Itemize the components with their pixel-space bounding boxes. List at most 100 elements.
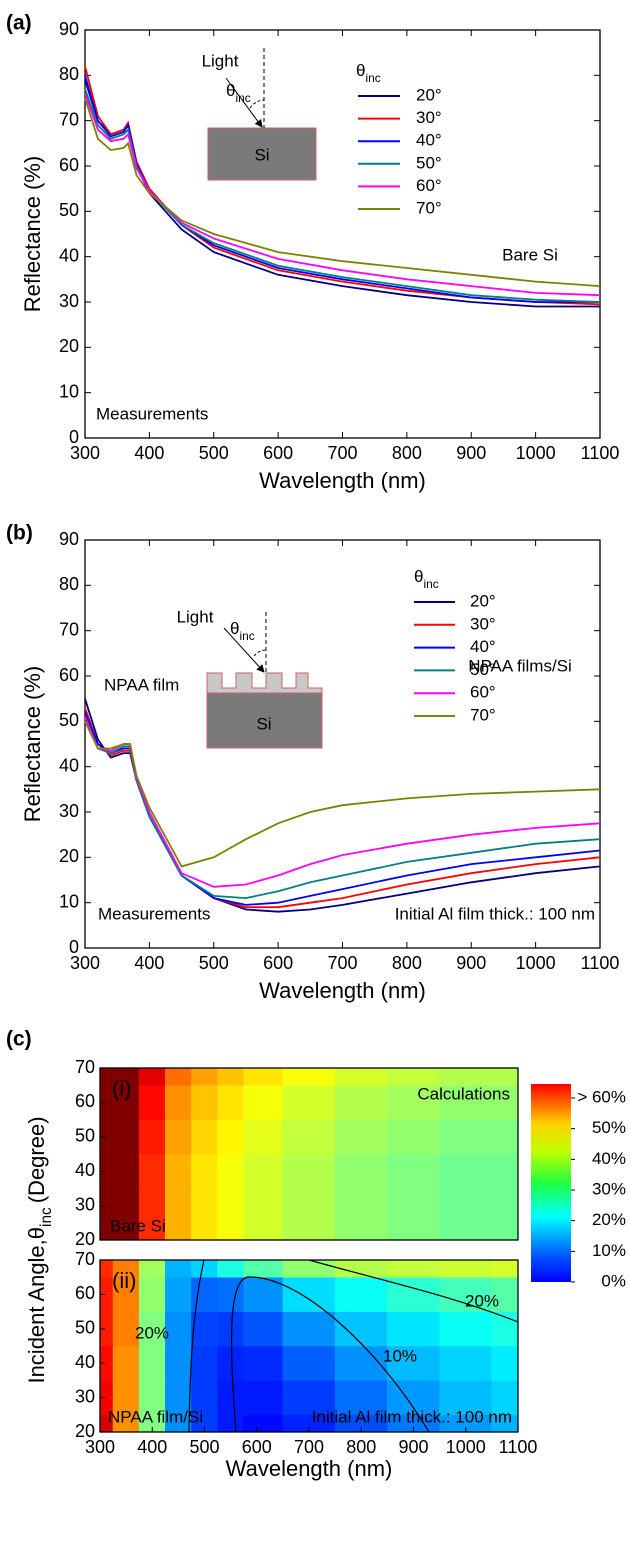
y-tick-label: 50 — [75, 1318, 95, 1338]
x-tick-label: 1100 — [581, 443, 620, 463]
colorbar-tick-label: 40% — [592, 1149, 626, 1168]
heat-cell — [243, 1311, 284, 1347]
series-line — [84, 716, 601, 888]
heat-cell — [243, 1345, 284, 1381]
inset-angle-part: θ — [230, 619, 239, 638]
x-tick-label: 1100 — [499, 1437, 538, 1457]
heat-cell — [165, 1067, 192, 1086]
y-axis-label-part: (Degree) — [24, 1116, 49, 1203]
x-tick-label: 800 — [392, 443, 422, 463]
x-tick-label: 900 — [456, 443, 486, 463]
inset-arc — [249, 99, 265, 109]
heat-cell — [387, 1153, 440, 1189]
heat-cell — [334, 1222, 388, 1241]
annotation: Light — [177, 607, 214, 626]
series-line — [84, 720, 601, 868]
heat-cell — [191, 1153, 218, 1189]
x-tick-label: 400 — [137, 1437, 167, 1457]
heat-cell — [217, 1188, 244, 1224]
heat-cell — [112, 1380, 140, 1416]
heat-cell — [439, 1119, 493, 1155]
x-tick-label: 800 — [392, 953, 422, 973]
annotation: Bare Si — [502, 245, 558, 264]
legend-title-part: inc — [423, 577, 438, 591]
y-tick-label: 90 — [59, 19, 79, 39]
series-line — [84, 93, 601, 297]
inset-ray — [223, 627, 265, 673]
x-tick-label: 900 — [456, 953, 486, 973]
heat-cell — [282, 1153, 336, 1189]
heat-cell — [112, 1345, 140, 1381]
legend-title-part: inc — [365, 71, 380, 85]
heat-cell — [491, 1345, 519, 1381]
heat-cell — [165, 1119, 192, 1155]
y-tick-label: 50 — [59, 710, 79, 730]
annotation: 20% — [135, 1323, 169, 1342]
y-tick-label: 20 — [59, 336, 79, 356]
heat-cell — [217, 1259, 244, 1278]
heat-cell — [282, 1259, 336, 1278]
x-axis-label: Wavelength (nm) — [226, 1456, 393, 1481]
heat-cell — [387, 1276, 440, 1312]
inset-si — [206, 692, 323, 749]
colorbar-tick-label: 20% — [592, 1210, 626, 1229]
heat-cell — [387, 1119, 440, 1155]
heat-cell — [491, 1259, 519, 1278]
heat-cell — [138, 1259, 166, 1278]
contour-line — [188, 1259, 205, 1433]
x-tick-label: 500 — [199, 953, 229, 973]
y-tick-label: 0 — [69, 427, 79, 447]
heat-cell — [334, 1311, 388, 1347]
heat-cell — [334, 1119, 388, 1155]
annotation: Si — [254, 145, 269, 164]
x-tick-label: 400 — [134, 443, 164, 463]
contour-line — [230, 1276, 430, 1433]
y-tick-label: 10 — [59, 381, 79, 401]
y-tick-label: 20 — [75, 1229, 95, 1249]
annotation: Measurements — [96, 404, 208, 423]
annotation: Initial Al film thick.: 100 nm — [312, 1407, 512, 1426]
series-line — [84, 707, 601, 909]
legend-label: 50° — [416, 153, 442, 172]
heat-cell — [138, 1188, 166, 1224]
y-tick-label: 0 — [69, 937, 79, 957]
panel-label: (b) — [6, 522, 33, 545]
legend-label: 30° — [470, 614, 496, 633]
heat-cell — [138, 1380, 166, 1416]
y-tick-label: 60 — [75, 1283, 95, 1303]
legend-label: 60° — [416, 176, 442, 195]
heat-cell — [387, 1222, 440, 1241]
heat-cell — [191, 1345, 218, 1381]
heat-cell — [439, 1188, 493, 1224]
heat-cell — [282, 1311, 336, 1347]
y-axis-label-part: Incident Angle, — [24, 1239, 49, 1383]
heat-cell — [138, 1067, 166, 1086]
heat-cell — [191, 1222, 218, 1241]
heat-cell — [243, 1084, 284, 1120]
y-tick-label: 40 — [59, 245, 79, 265]
heat-cell — [165, 1311, 192, 1347]
y-tick-label: 70 — [59, 619, 79, 639]
heat-cell — [334, 1084, 388, 1120]
heat-cell — [138, 1311, 166, 1347]
series-line — [84, 711, 601, 906]
heat-cell — [439, 1067, 493, 1086]
heat-cell — [217, 1067, 244, 1086]
x-tick-label: 800 — [346, 1437, 376, 1457]
inset-angle-part: inc — [239, 629, 254, 643]
heat-cell — [217, 1153, 244, 1189]
y-tick-label: 30 — [59, 291, 79, 311]
heat-cell — [165, 1380, 192, 1416]
heat-cell — [191, 1380, 218, 1416]
heat-cell — [138, 1084, 166, 1120]
heat-cell — [334, 1153, 388, 1189]
series-line — [84, 75, 600, 303]
series-line — [84, 88, 601, 303]
x-axis-label: Wavelength (nm) — [259, 468, 426, 493]
y-tick-label: 30 — [59, 801, 79, 821]
x-tick-label: 600 — [263, 953, 293, 973]
heat-cell — [439, 1259, 493, 1278]
legend-label: 40° — [470, 637, 496, 656]
annotation: Calculations — [417, 1084, 510, 1103]
